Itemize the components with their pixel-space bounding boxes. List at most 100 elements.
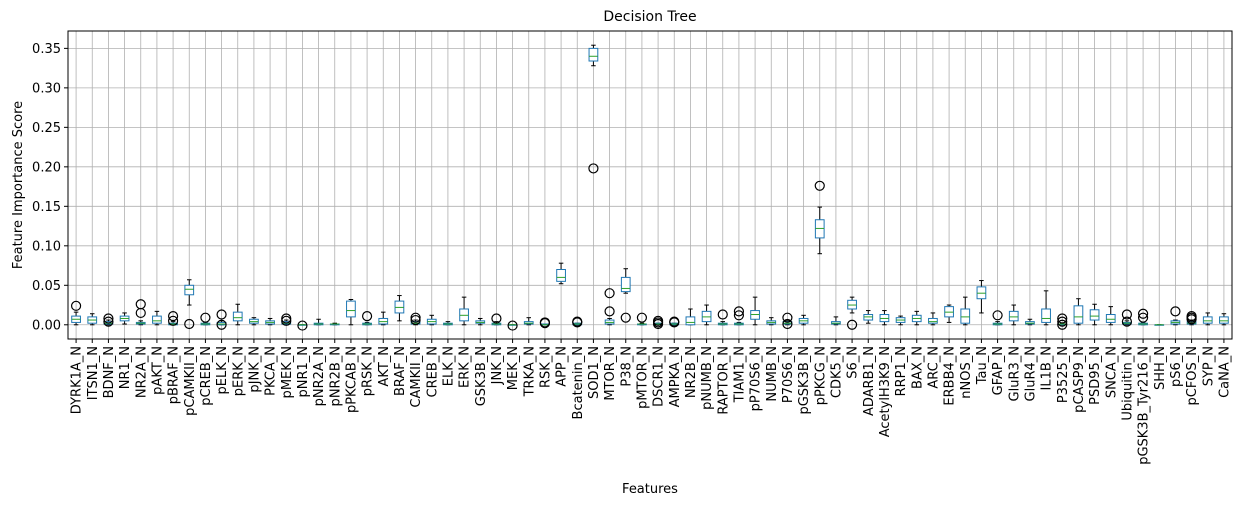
y-axis: 0.00 0.05 0.10 0.15 0.20 0.25 0.30 0.35 [32, 42, 68, 333]
x-tick-label: BRAF_N [393, 346, 408, 396]
box-CAMKII_N [410, 312, 421, 326]
outlier-point [717, 309, 728, 320]
x-tick-label: NR1_N [118, 346, 133, 389]
x-tick-label: ITSN1_N [86, 346, 101, 400]
box-PSD95_N [1089, 303, 1100, 326]
y-tick-label: 0.10 [32, 239, 61, 254]
x-tick-label: TIAM1_N [732, 346, 747, 403]
y-tick-label: 0.15 [32, 200, 61, 215]
iqr-box [346, 300, 356, 318]
outlier-point [1170, 306, 1181, 317]
box-ERK_N [459, 296, 469, 326]
box-pP70S6_N [750, 296, 760, 326]
box-P38_N [620, 268, 631, 323]
y-tick-label: 0.30 [32, 81, 61, 96]
box-TRKA_N [523, 317, 534, 326]
box-RSK_N [539, 317, 551, 329]
outlier-point [361, 310, 373, 322]
box-JNK_N [491, 313, 502, 326]
x-tick-label: pS6_N [1169, 346, 1184, 387]
outlier-point [652, 318, 664, 330]
outlier-point [636, 312, 648, 323]
x-tick-label: nNOS_N [959, 346, 974, 399]
outlier-point [733, 310, 745, 321]
x-tick-label: pGSK3B_N [797, 346, 812, 415]
y-tick-label: 0.20 [32, 160, 61, 175]
iqr-box [1089, 309, 1100, 321]
box-RAPTOR_N [717, 309, 728, 326]
grid-lines [68, 31, 1232, 339]
box-GSK3B_N [475, 317, 486, 326]
box-BDNF_N [103, 313, 114, 327]
box-CREB_N [426, 314, 437, 326]
iqr-box [1041, 308, 1051, 323]
x-tick-label: pP70S6_N [749, 346, 764, 411]
box-pGSK3B_N [798, 314, 809, 326]
x-tick-label: NR2B_N [684, 346, 699, 398]
box-nNOS_N [960, 296, 971, 326]
x-tick-label: pRSK_N [361, 346, 376, 396]
box-ITSN1_N [87, 313, 98, 326]
outlier-point [184, 318, 195, 330]
iqr-box [620, 276, 631, 293]
box-MTOR_N [604, 288, 615, 326]
box-Ubiquitin_N [1121, 309, 1133, 327]
box-DYRK1A_N [70, 300, 82, 326]
box-pELK_N [216, 309, 227, 330]
x-tick-label: pCREB_N [199, 346, 214, 406]
outlier-point [507, 320, 518, 331]
x-tick-label: pERK_N [231, 346, 246, 396]
outlier-point [281, 315, 292, 326]
x-tick-label: ARC_N [926, 346, 941, 389]
x-tick-label: RRP1_N [894, 346, 909, 396]
x-tick-label: CaNA_N [1217, 346, 1232, 398]
x-tick-label: pMTOR_N [635, 346, 650, 409]
outlier-point [669, 317, 680, 328]
y-axis-title: Feature Importance Score [11, 101, 26, 269]
iqr-box [1219, 316, 1229, 324]
x-tick-label: S6_N [846, 346, 861, 379]
x-tick-label: NR2A_N [134, 346, 149, 398]
chart-title: Decision Tree [603, 9, 696, 25]
iqr-box [232, 311, 243, 322]
x-tick-label: pNR2A_N [312, 346, 327, 406]
x-tick-label: pNUMB_N [700, 346, 715, 410]
x-tick-label: BDNF_N [102, 346, 117, 398]
x-tick-label: pNR1_N [296, 346, 311, 398]
box-SHH_N [1154, 324, 1165, 326]
x-axis: DYRK1A_N ITSN1_N BDNF_N NR1_N NR2A_N pAKT_N pB… [70, 339, 1232, 465]
box-P70S6_N [782, 312, 793, 330]
box-pJNK_N [249, 317, 259, 326]
box-NUMB_N [766, 317, 777, 326]
box-pNR2B_N [329, 322, 340, 326]
outlier-point [846, 319, 858, 330]
box-NR1_N [119, 312, 130, 325]
outlier-point [491, 313, 502, 324]
box-pNR2A_N [313, 318, 324, 326]
x-tick-label: DSCR1_N [652, 346, 667, 407]
x-tick-label: ADARB1_N [862, 346, 877, 416]
box-pNUMB_N [701, 304, 712, 326]
outlier-point [620, 312, 631, 323]
outlier-point [167, 315, 179, 326]
box-GluR4_N [1025, 318, 1035, 326]
x-tick-label: pNR2B_N [328, 346, 343, 406]
x-tick-label: SOD1_N [587, 346, 602, 399]
box-pERK_N [232, 303, 243, 326]
box-RRP1_N [895, 315, 906, 326]
x-tick-label: CAMKII_N [409, 346, 424, 408]
iqr-box [1008, 310, 1019, 322]
x-tick-label: GSK3B_N [474, 346, 489, 406]
box-pCASP9_N [1073, 298, 1084, 326]
x-tick-label: SHH_N [1153, 346, 1168, 390]
x-tick-label: ERBB4_N [943, 346, 958, 406]
box-DSCR1_N [652, 315, 664, 330]
outlier-point [216, 309, 227, 320]
x-axis-title: Features [622, 482, 678, 497]
box-pBRAF_N [167, 310, 179, 326]
box-pGSK3B_Tyr216_N [1137, 308, 1149, 326]
outlier-point [588, 163, 599, 174]
outlier-point [1057, 313, 1068, 324]
